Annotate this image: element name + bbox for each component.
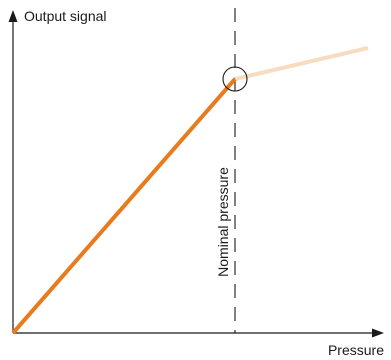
output-signal-line bbox=[11, 77, 237, 335]
y-axis-label: Output signal bbox=[24, 8, 107, 24]
x-axis-label: Pressure bbox=[328, 342, 384, 358]
nominal-label-background bbox=[215, 163, 232, 281]
nominal-point-marker bbox=[222, 66, 248, 92]
nominal-pressure-label: Nominal pressure bbox=[215, 167, 231, 277]
y-axis-arrow bbox=[8, 10, 18, 22]
x-axis-arrow bbox=[372, 328, 384, 338]
overrange-signal-line bbox=[234, 46, 369, 81]
nominal-pressure-label-group: Nominal pressure bbox=[215, 163, 232, 281]
